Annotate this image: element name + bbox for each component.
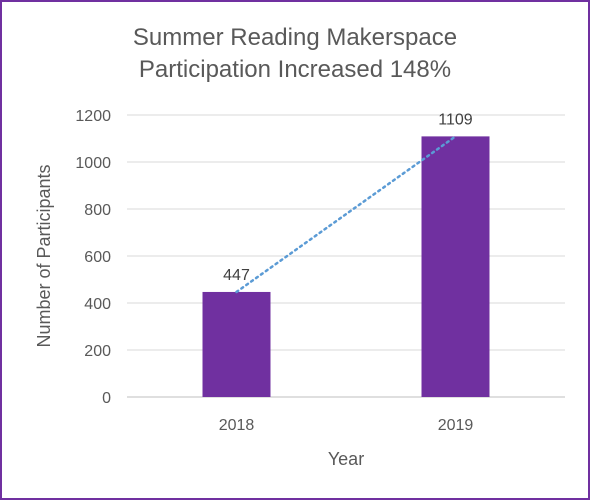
y-axis-ticks: 0 200 400 600 800 1000 1200: [75, 108, 111, 407]
y-tick-label-600: 600: [84, 249, 111, 266]
x-axis-ticks: 2018 2019: [219, 417, 474, 434]
trendline: [235, 135, 457, 294]
y-tick-label-0: 0: [102, 390, 111, 407]
y-tick-label-800: 800: [84, 202, 111, 219]
chart-title-line-1: Summer Reading Makerspace: [132, 24, 458, 51]
y-tick-label-200: 200: [84, 343, 111, 360]
y-tick-label-400: 400: [84, 296, 111, 313]
chart-title-line-2: Participation Increased 148%: [138, 56, 452, 83]
data-label-2018: 447: [223, 267, 250, 284]
chart-title: Summer Reading Makerspace Participation …: [0, 22, 590, 86]
x-tick-label-2019: 2019: [438, 417, 474, 434]
y-tick-label-1200: 1200: [75, 108, 111, 125]
bars: [202, 136, 490, 397]
gridlines: [127, 114, 565, 398]
data-labels: 447 1109: [223, 111, 473, 284]
y-tick-label-1000: 1000: [75, 155, 111, 172]
x-tick-label-2018: 2018: [219, 417, 255, 434]
bar-2018: [202, 291, 271, 397]
data-label-2019: 1109: [438, 111, 473, 128]
bar-2019: [421, 136, 490, 397]
x-axis-label: Year: [328, 449, 364, 469]
trendline-group: [235, 135, 457, 294]
y-axis-label: Number of Participants: [34, 164, 54, 347]
